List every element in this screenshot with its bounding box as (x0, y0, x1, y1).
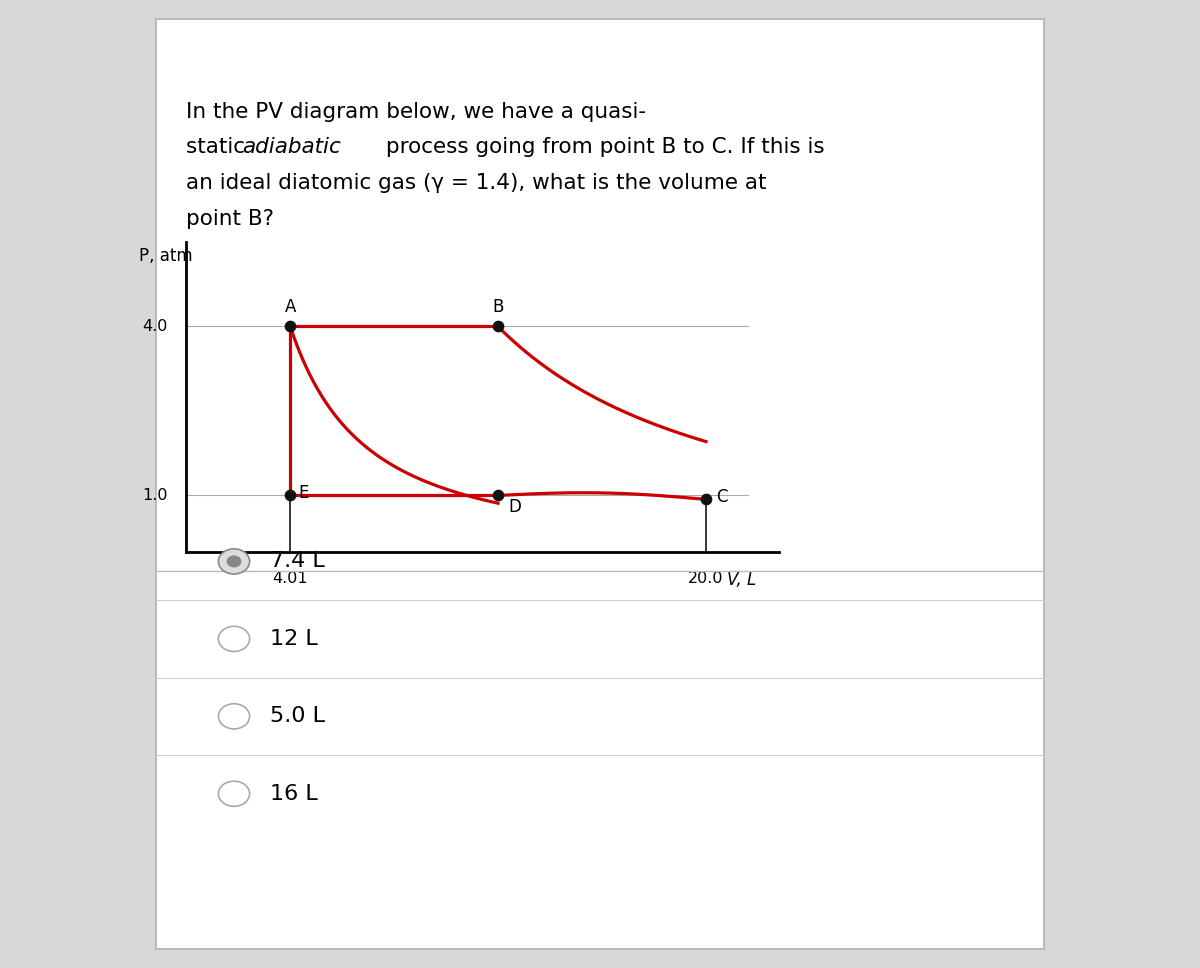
Text: 4.01: 4.01 (272, 571, 308, 587)
Text: 1.0: 1.0 (143, 488, 168, 503)
Text: C: C (716, 488, 728, 505)
Text: point B?: point B? (186, 209, 274, 229)
Text: 16 L: 16 L (270, 784, 318, 803)
Point (488, 488, 508, 503)
Text: adiabatic: adiabatic (242, 137, 341, 158)
Text: P, atm: P, atm (139, 247, 193, 264)
Text: E: E (298, 484, 308, 501)
Text: B: B (492, 298, 504, 317)
Text: 5.0 L: 5.0 L (270, 707, 325, 726)
Text: 7.4 L: 7.4 L (270, 552, 325, 571)
Point (281, 318, 300, 334)
Text: process going from point B to C. If this is: process going from point B to C. If this… (379, 137, 824, 158)
Text: 12 L: 12 L (270, 629, 318, 649)
Text: static: static (186, 137, 252, 158)
Point (281, 488, 300, 503)
Text: 4.0: 4.0 (143, 319, 168, 334)
Text: A: A (284, 298, 296, 317)
Text: D: D (509, 499, 521, 516)
Point (696, 492, 715, 507)
Text: 20.0: 20.0 (689, 571, 724, 587)
Point (488, 318, 508, 334)
Text: In the PV diagram below, we have a quasi-: In the PV diagram below, we have a quasi… (186, 102, 646, 122)
Text: an ideal diatomic gas (γ = 1.4), what is the volume at: an ideal diatomic gas (γ = 1.4), what is… (186, 173, 767, 194)
Text: V, L: V, L (727, 571, 756, 590)
